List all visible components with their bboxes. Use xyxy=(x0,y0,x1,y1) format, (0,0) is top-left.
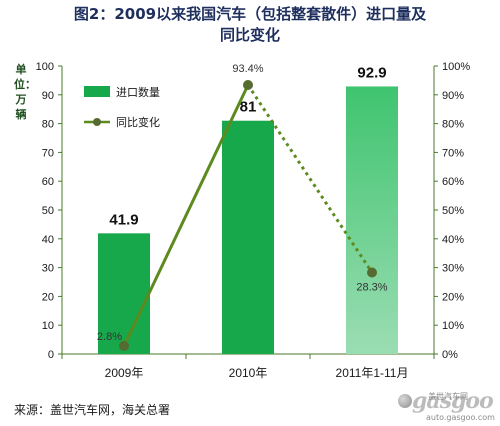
chart-title-line-1: 图2：2009以来我国汽车（包括整套散件）进口量及 xyxy=(73,5,427,23)
legend-line-marker xyxy=(93,118,101,126)
right-tick-label: 0% xyxy=(442,349,458,361)
left-tick-label: 100 xyxy=(36,61,54,73)
bar-import-volume xyxy=(222,120,274,354)
x-category-label: 2010年 xyxy=(229,366,268,380)
left-tick-label: 20 xyxy=(42,291,54,303)
right-tick-label: 50% xyxy=(442,205,464,217)
bar-import-volume xyxy=(98,233,150,354)
line-segment-yoy xyxy=(122,84,250,347)
bar-import-volume xyxy=(346,86,398,354)
chart-title: 图2：2009以来我国汽车（包括整套散件）进口量及 同比变化 xyxy=(0,4,500,46)
left-tick-label: 40 xyxy=(42,234,54,246)
bar-value-label: 81 xyxy=(240,99,257,116)
left-tick-label: 30 xyxy=(42,263,54,275)
right-tick-label: 60% xyxy=(442,176,464,188)
left-tick-label: 0 xyxy=(48,349,54,361)
right-tick-label: 80% xyxy=(442,119,464,131)
bar-value-label: 41.9 xyxy=(109,211,138,228)
x-category-label: 2009年 xyxy=(105,366,144,380)
left-tick-label: 60 xyxy=(42,176,54,188)
logo-mark-icon xyxy=(398,394,412,408)
line-point-yoy xyxy=(367,267,377,278)
legend-bar-label: 进口数量 xyxy=(116,86,160,99)
gasgoo-logo: gasgoo 盖世汽车网 auto.gasgoo.com xyxy=(398,388,496,424)
bar-value-label: 92.9 xyxy=(357,64,386,81)
left-tick-label: 80 xyxy=(42,119,54,131)
line-point-yoy xyxy=(243,80,253,91)
line-value-label: 93.4% xyxy=(232,63,263,75)
logo-url: auto.gasgoo.com xyxy=(426,413,495,422)
right-tick-label: 40% xyxy=(442,234,464,246)
right-tick-label: 30% xyxy=(442,263,464,275)
x-category-label: 2011年1-11月 xyxy=(336,366,409,380)
line-value-label: 2.8% xyxy=(97,331,122,343)
left-tick-label: 90 xyxy=(42,90,54,102)
logo-cn: 盖世汽车网 xyxy=(428,392,468,401)
line-point-yoy xyxy=(119,340,129,351)
right-tick-label: 10% xyxy=(442,320,464,332)
left-tick-label: 10 xyxy=(42,320,54,332)
right-tick-label: 70% xyxy=(442,147,464,159)
right-tick-label: 100% xyxy=(442,61,470,73)
logo-brand: gasgoo xyxy=(412,388,494,414)
right-tick-label: 90% xyxy=(442,90,464,102)
source-note: 来源：盖世汽车网，海关总署 xyxy=(14,403,171,417)
line-segment-yoy-dotted xyxy=(246,84,374,274)
left-tick-label: 50 xyxy=(42,205,54,217)
chart-title-line-2: 同比变化 xyxy=(219,26,280,44)
right-tick-label: 20% xyxy=(442,291,464,303)
legend-line-label: 同比变化 xyxy=(116,115,160,129)
line-value-label: 28.3% xyxy=(356,281,387,293)
legend-bar-swatch xyxy=(84,86,110,97)
left-tick-label: 70 xyxy=(42,147,54,159)
